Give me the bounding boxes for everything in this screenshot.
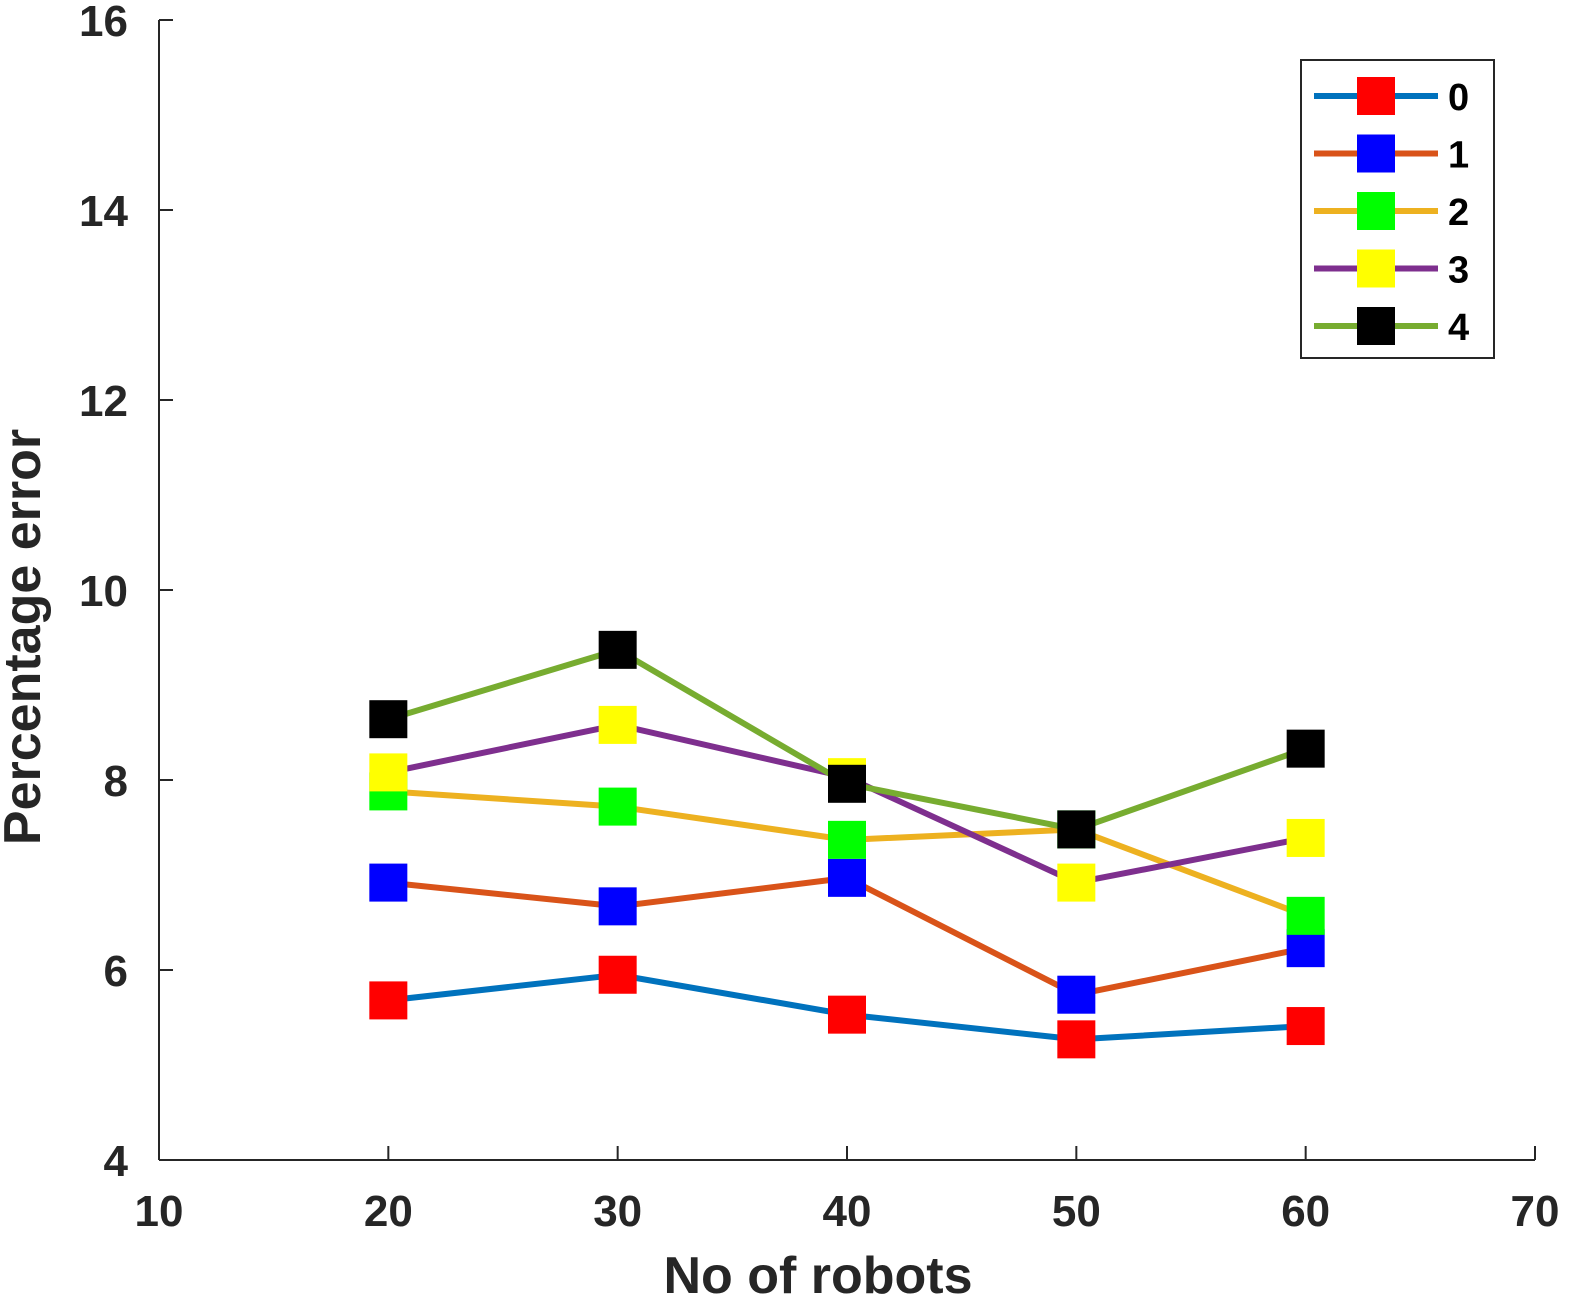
legend-marker-swatch xyxy=(1357,192,1395,230)
x-tick-label: 70 xyxy=(1511,1187,1560,1236)
x-axis-title: No of robots xyxy=(663,1247,972,1304)
legend-marker-swatch xyxy=(1357,307,1395,345)
x-tick-label: 10 xyxy=(135,1187,184,1236)
x-tick-label: 50 xyxy=(1052,1187,1101,1236)
y-tick-label: 16 xyxy=(79,0,128,46)
legend-entry: 0 xyxy=(1314,77,1469,119)
data-point-marker xyxy=(828,995,866,1034)
data-point-marker xyxy=(1286,896,1325,935)
data-point-marker xyxy=(1057,810,1096,849)
data-point-marker xyxy=(1057,975,1096,1014)
data-point-marker xyxy=(1057,1020,1096,1059)
data-point-marker xyxy=(1286,1007,1325,1046)
y-axis-title: Percentage error xyxy=(0,429,52,845)
legend-label: 3 xyxy=(1448,250,1469,292)
data-point-marker xyxy=(1286,818,1325,857)
legend-entry: 3 xyxy=(1314,249,1469,292)
data-point-marker xyxy=(1057,863,1096,902)
series-markers-1 xyxy=(369,858,1325,1014)
data-point-marker xyxy=(828,764,866,803)
data-point-marker xyxy=(828,858,866,897)
x-tick-label: 30 xyxy=(593,1187,642,1236)
legend-label: 0 xyxy=(1448,77,1469,119)
y-tick-label: 8 xyxy=(104,757,128,806)
data-point-marker xyxy=(598,705,637,744)
data-point-marker xyxy=(1286,729,1325,768)
x-tick-label: 40 xyxy=(823,1187,872,1236)
data-point-marker xyxy=(828,820,866,859)
legend-entry: 1 xyxy=(1314,134,1469,177)
data-point-marker xyxy=(369,981,408,1020)
x-tick-label: 60 xyxy=(1281,1187,1330,1236)
series-markers-0 xyxy=(369,955,1325,1059)
legend-marker-swatch xyxy=(1357,249,1395,288)
legend-label: 1 xyxy=(1448,135,1469,177)
data-point-marker xyxy=(598,955,637,994)
y-tick-label: 6 xyxy=(104,947,128,996)
legend-label: 4 xyxy=(1448,307,1469,349)
x-tick-label: 20 xyxy=(364,1187,413,1236)
data-point-marker xyxy=(369,700,408,739)
legend-label: 2 xyxy=(1448,192,1469,234)
data-point-marker xyxy=(598,630,637,669)
y-tick-label: 12 xyxy=(79,377,128,426)
legend-marker-swatch xyxy=(1357,77,1395,115)
series-layer xyxy=(369,630,1325,1059)
y-tick-label: 14 xyxy=(79,187,128,236)
series-markers-4 xyxy=(369,630,1325,849)
legend: 0 1 2 3 4 xyxy=(1300,59,1495,359)
data-point-marker xyxy=(369,863,408,902)
legend-marker-swatch xyxy=(1357,134,1395,173)
data-point-marker xyxy=(598,787,637,826)
legend-entry: 4 xyxy=(1314,307,1469,349)
legend-entry: 2 xyxy=(1314,192,1469,234)
data-point-marker xyxy=(598,887,637,926)
data-point-marker xyxy=(369,753,408,792)
data-point-marker xyxy=(1286,929,1325,968)
y-tick-label: 10 xyxy=(79,567,128,616)
y-tick-label: 4 xyxy=(104,1137,129,1186)
